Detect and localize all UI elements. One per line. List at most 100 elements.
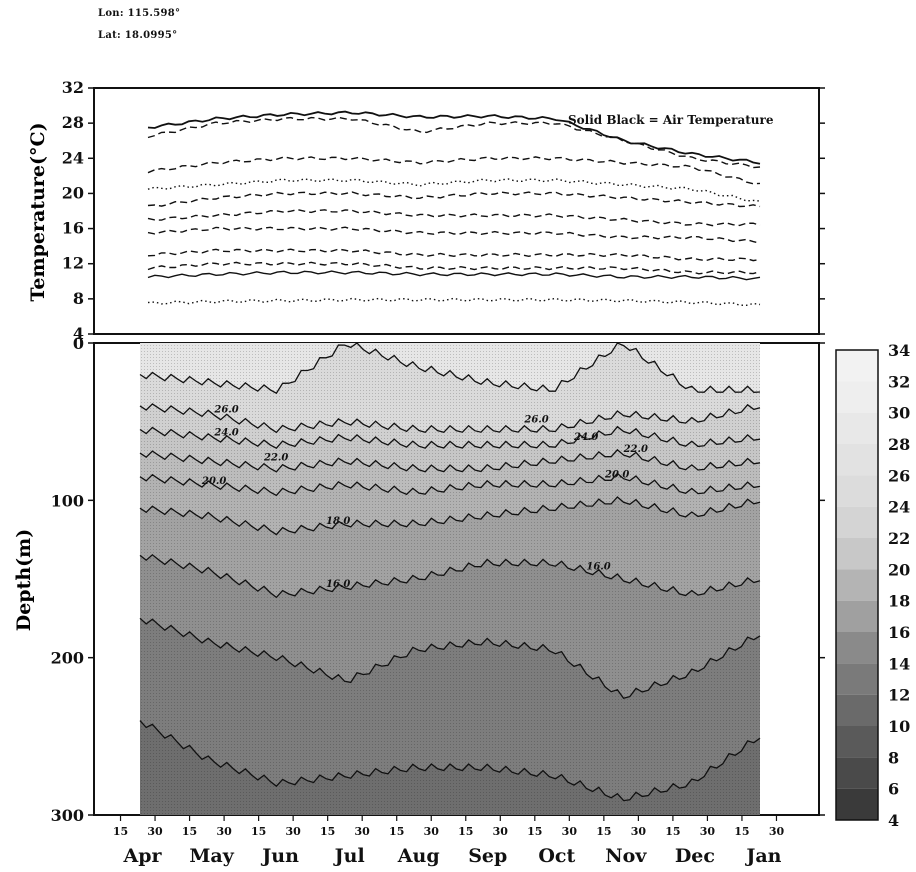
colorbar-tick-label: 26 bbox=[888, 466, 910, 485]
depth-axis-label: Depth(m) bbox=[13, 529, 35, 632]
colorbar-band bbox=[836, 506, 878, 538]
colorbar-tick-label: 16 bbox=[888, 623, 910, 642]
temperature-y-ticks: 4 8 12 16 20 24 28 32 bbox=[62, 78, 825, 343]
temperature-plot-frame bbox=[93, 87, 820, 335]
x-day-tick-label: 30 bbox=[424, 825, 440, 838]
contour-label: 22.0 bbox=[623, 444, 648, 455]
colorbar-band bbox=[836, 788, 878, 820]
temperature-tick-label: 24 bbox=[62, 148, 84, 167]
contour-label: 26.0 bbox=[523, 415, 548, 426]
depth-tick-label: 200 bbox=[51, 649, 84, 668]
colorbar-tick-label: 12 bbox=[888, 686, 910, 705]
contour-label-group: 26.0 26.0 24.0 24.0 22.0 22.0 20.0 20.0 18.0 16.0… bbox=[201, 404, 648, 590]
temperature-series-line bbox=[147, 116, 761, 169]
colorbar-tick-label: 10 bbox=[888, 717, 910, 736]
colorbar-band bbox=[836, 694, 878, 726]
month-label: Dec bbox=[675, 845, 715, 867]
temperature-series-line bbox=[147, 297, 761, 307]
temperature-tick-label: 12 bbox=[62, 254, 84, 273]
colorbar-tick-label: 34 bbox=[888, 341, 910, 360]
x-day-tick-label: 30 bbox=[562, 825, 578, 838]
month-label: Nov bbox=[605, 845, 647, 867]
colorbar-bands bbox=[836, 350, 878, 820]
month-label: May bbox=[189, 845, 234, 867]
temperature-tick-label: 4 bbox=[73, 324, 84, 343]
isotherm-line bbox=[139, 448, 761, 473]
temperature-series-line bbox=[147, 208, 761, 227]
temperature-series-line bbox=[147, 226, 761, 244]
depth-tick-label: 0 bbox=[73, 334, 84, 353]
contour-label: 26.0 bbox=[213, 404, 238, 415]
colorbar-frame bbox=[835, 349, 879, 821]
contour-label: 20.0 bbox=[604, 469, 629, 480]
month-label: Aug bbox=[397, 845, 440, 867]
temperature-series-line bbox=[147, 178, 761, 202]
month-label: Jan bbox=[744, 845, 781, 867]
colorbar-band bbox=[836, 632, 878, 664]
colorbar-tick-label: 30 bbox=[888, 404, 910, 423]
x-day-tick-label: 15 bbox=[458, 825, 473, 838]
colorbar-tick-label: 20 bbox=[888, 560, 910, 579]
depth-panel: 26.0 26.0 24.0 24.0 22.0 22.0 20.0 20.0 18.0 16.0… bbox=[13, 334, 825, 867]
temperature-series-line bbox=[147, 261, 761, 275]
temperature-tick-label: 20 bbox=[62, 183, 84, 202]
x-day-tick-label: 15 bbox=[665, 825, 680, 838]
colorbar-band bbox=[836, 726, 878, 758]
temperature-tick-label: 28 bbox=[62, 113, 84, 132]
contour-label: 16.0 bbox=[586, 561, 610, 572]
temperature-tick-label: 32 bbox=[62, 78, 84, 97]
contour-label: 24.0 bbox=[213, 427, 238, 438]
x-day-tick-label: 15 bbox=[320, 825, 335, 838]
contour-label: 24.0 bbox=[573, 432, 598, 443]
x-day-tick-label: 30 bbox=[493, 825, 509, 838]
isotherm-line bbox=[139, 342, 761, 395]
x-day-tick-label: 15 bbox=[182, 825, 197, 838]
x-day-ticks: 15 30 15 30 15 30 15 30 15 30 15 30 15 30 15 30 15 30 15 30 bbox=[113, 815, 785, 838]
contour-label: 22.0 bbox=[263, 453, 288, 464]
colorbar-tick-label: 32 bbox=[888, 372, 910, 391]
x-day-tick-label: 30 bbox=[700, 825, 716, 838]
colorbar-tick-label: 14 bbox=[888, 654, 910, 673]
x-day-tick-label: 30 bbox=[216, 825, 232, 838]
temperature-tick-label: 16 bbox=[62, 219, 84, 238]
x-day-tick-label: 15 bbox=[389, 825, 404, 838]
colorbar-tick-label: 22 bbox=[888, 529, 910, 548]
colorbar-tick-label: 24 bbox=[888, 498, 910, 517]
colorbar-band bbox=[836, 663, 878, 695]
x-day-tick-label: 30 bbox=[769, 825, 785, 838]
air-temperature-legend: Solid Black = Air Temperature bbox=[568, 113, 774, 127]
colorbar-band bbox=[836, 444, 878, 476]
colorbar-band bbox=[836, 757, 878, 789]
temperature-series-group bbox=[147, 110, 761, 307]
x-day-tick-label: 15 bbox=[251, 825, 266, 838]
x-day-tick-label: 30 bbox=[355, 825, 371, 838]
colorbar-band bbox=[836, 600, 878, 632]
colorbar-tick-label: 6 bbox=[888, 780, 899, 799]
latitude-label: Lat: 18.0995° bbox=[98, 30, 178, 41]
depth-tick-label: 100 bbox=[51, 491, 84, 510]
contour-label: 20.0 bbox=[201, 476, 226, 487]
colorbar-band bbox=[836, 569, 878, 601]
month-label: Jun bbox=[260, 845, 299, 867]
contour-label: 16.0 bbox=[326, 579, 350, 590]
colorbar-band bbox=[836, 350, 878, 382]
colorbar-band bbox=[836, 475, 878, 507]
month-label: Apr bbox=[123, 845, 163, 867]
colorbar-tick-label: 18 bbox=[888, 592, 910, 611]
temperature-series-line bbox=[147, 156, 761, 185]
depth-tick-label: 300 bbox=[51, 806, 84, 825]
month-labels: Apr May Jun Jul Aug Sep Oct Nov Dec Jan bbox=[123, 845, 782, 867]
depth-y-ticks: 0 100 200 300 bbox=[51, 334, 825, 825]
x-day-tick-label: 15 bbox=[734, 825, 749, 838]
x-day-tick-label: 30 bbox=[147, 825, 163, 838]
contour-label: 18.0 bbox=[326, 516, 350, 527]
x-day-tick-label: 15 bbox=[596, 825, 611, 838]
colorbar-tick-label: 8 bbox=[888, 748, 899, 767]
colorbar-band bbox=[836, 538, 878, 570]
temperature-tick-label: 8 bbox=[73, 289, 84, 308]
isotherm-line bbox=[139, 403, 761, 434]
temperature-series-line bbox=[147, 110, 761, 165]
x-day-tick-label: 15 bbox=[113, 825, 128, 838]
isotherm-line bbox=[139, 496, 761, 536]
